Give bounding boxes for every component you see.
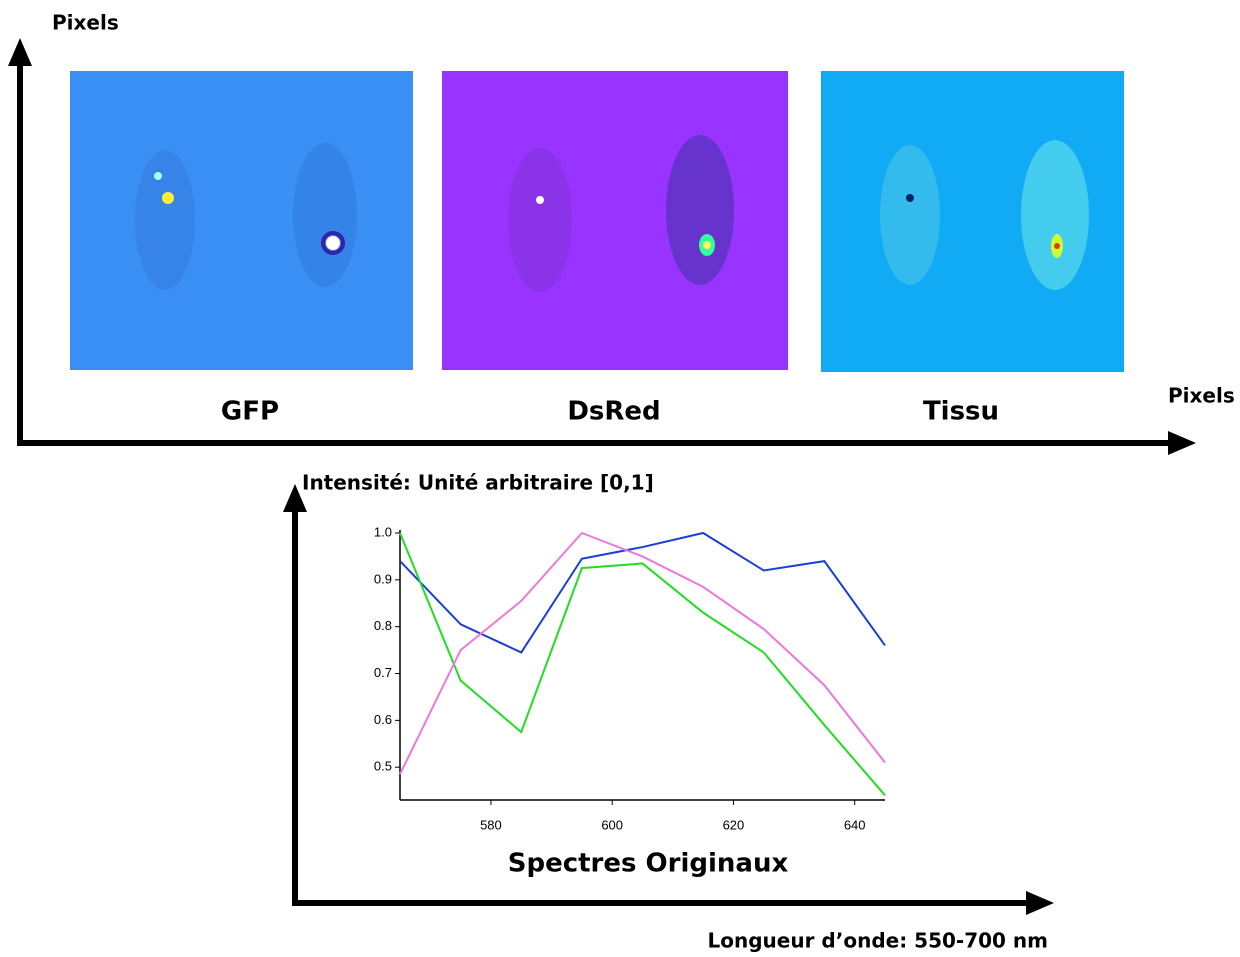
y-axis-label: Intensité: Unité arbitraire [0,1] — [302, 471, 654, 495]
y-tick-label: 0.5 — [374, 759, 392, 774]
y-tick-label: 0.7 — [374, 665, 392, 680]
image-panel — [442, 71, 788, 370]
series-line — [399, 532, 886, 796]
x-tick-label: 640 — [844, 817, 866, 832]
x-tick-label: 580 — [480, 817, 502, 832]
arrow-head — [283, 484, 307, 512]
arrow-head — [1026, 891, 1054, 915]
arrow-head — [1168, 431, 1196, 455]
y-tick-label: 0.8 — [374, 618, 392, 633]
image-panel — [70, 71, 413, 370]
series-line — [399, 531, 886, 654]
y-tick-label: 0.6 — [374, 712, 392, 727]
panel-label: Tissu — [923, 397, 999, 427]
x-tick-label: 620 — [723, 817, 745, 832]
series-line — [399, 531, 886, 775]
arrow-head — [8, 38, 32, 66]
y-axis-label: Pixels — [52, 11, 119, 35]
x-tick-label: 600 — [601, 817, 623, 832]
chart-title: Spectres Originaux — [508, 849, 789, 879]
y-tick-label: 1.0 — [374, 524, 392, 539]
x-axis-label: Pixels — [1168, 384, 1235, 408]
image-panel — [821, 71, 1124, 372]
panel-label: GFP — [221, 397, 279, 427]
x-axis-label: Longueur d’onde: 550-700 nm — [708, 929, 1048, 953]
panel-label: DsRed — [567, 397, 660, 427]
y-tick-label: 0.9 — [374, 571, 392, 586]
